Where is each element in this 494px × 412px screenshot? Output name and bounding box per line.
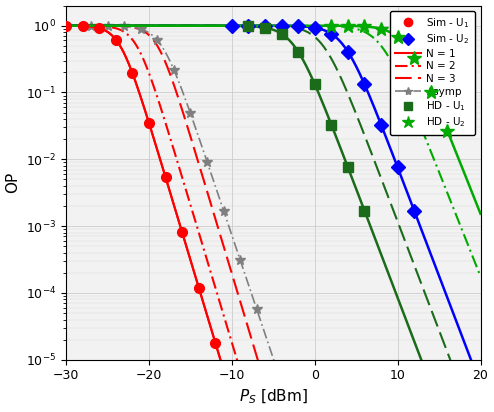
Y-axis label: OP: OP bbox=[5, 172, 21, 193]
X-axis label: $P_S$ [dBm]: $P_S$ [dBm] bbox=[239, 388, 308, 407]
Legend: Sim - U$_1$, Sim - U$_2$, N = 1, N = 2, N = 3, Asymp, HD - U$_1$, HD - U$_2$: Sim - U$_1$, Sim - U$_2$, N = 1, N = 2, … bbox=[390, 11, 475, 135]
